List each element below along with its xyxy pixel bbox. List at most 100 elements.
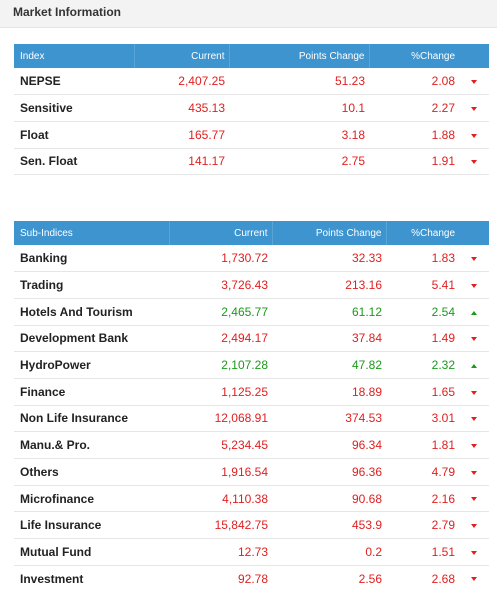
table-row[interactable]: Mutual Fund 12.73 0.2 1.51: [14, 538, 489, 566]
row-arrow-cell: [459, 565, 489, 589]
row-name[interactable]: Trading: [14, 271, 169, 299]
row-name[interactable]: Float: [14, 121, 134, 149]
row-points-change: 3.18: [229, 121, 369, 149]
index-table: Index Current Points Change %Change NEPS…: [14, 44, 489, 176]
table-row[interactable]: Manu.& Pro. 5,234.45 96.34 1.81: [14, 431, 489, 459]
row-current: 5,234.45: [169, 431, 272, 459]
row-pct-change: 2.08: [369, 68, 459, 96]
caret-down-icon: [471, 283, 477, 288]
caret-down-icon: [471, 106, 477, 111]
row-current: 2,107.28: [169, 351, 272, 379]
row-points-change: 96.34: [272, 431, 386, 459]
caret-down-icon: [471, 443, 477, 448]
row-pct-change: 2.68: [386, 565, 459, 589]
row-arrow-cell: [459, 458, 489, 486]
row-name[interactable]: Investment: [14, 565, 169, 589]
row-name[interactable]: Hotels And Tourism: [14, 298, 169, 326]
row-points-change: 0.2: [272, 538, 386, 566]
table-row[interactable]: Sensitive 435.13 10.1 2.27: [14, 94, 489, 122]
row-points-change: 51.23: [229, 68, 369, 96]
row-current: 141.17: [134, 148, 229, 176]
page-title: Market Information: [13, 5, 122, 19]
col-header-current: Current: [168, 221, 272, 245]
table-row[interactable]: Non Life Insurance 12,068.91 374.53 3.01: [14, 405, 489, 433]
caret-down-icon: [471, 417, 477, 422]
row-points-change: 37.84: [272, 325, 386, 353]
caret-down-icon: [471, 550, 477, 555]
row-name[interactable]: Development Bank: [14, 325, 169, 353]
market-info-header: Market Information: [0, 0, 497, 28]
row-arrow-cell: [459, 245, 489, 273]
row-pct-change: 1.49: [386, 325, 459, 353]
row-points-change: 213.16: [272, 271, 386, 299]
row-arrow-cell: [459, 68, 489, 96]
row-current: 12.73: [169, 538, 272, 566]
row-name[interactable]: Others: [14, 458, 169, 486]
table-row[interactable]: NEPSE 2,407.25 51.23 2.08: [14, 68, 489, 96]
row-points-change: 453.9: [272, 511, 386, 540]
table-row[interactable]: Microfinance 4,110.38 90.68 2.16: [14, 485, 489, 513]
row-arrow-cell: [459, 431, 489, 459]
row-name[interactable]: Sen. Float: [14, 148, 134, 176]
caret-down-icon: [471, 160, 477, 165]
row-pct-change: 2.32: [386, 351, 459, 379]
caret-down-icon: [471, 470, 477, 475]
row-arrow-cell: [459, 378, 489, 406]
caret-down-icon: [471, 337, 477, 342]
col-header-arrow: [459, 221, 489, 245]
row-arrow-cell: [459, 94, 489, 122]
row-points-change: 18.89: [272, 378, 386, 406]
table-row[interactable]: Investment 92.78 2.56 2.68: [14, 565, 489, 589]
row-current: 2,407.25: [134, 68, 229, 96]
col-header-points-change: Points Change: [271, 221, 386, 245]
caret-down-icon: [471, 79, 477, 84]
row-name[interactable]: Non Life Insurance: [14, 405, 169, 433]
caret-down-icon: [471, 390, 477, 395]
col-header-pct-change: %Change: [385, 221, 459, 245]
row-arrow-cell: [459, 298, 489, 326]
row-arrow-cell: [459, 485, 489, 513]
table-row[interactable]: Hotels And Tourism 2,465.77 61.12 2.54: [14, 298, 489, 326]
row-pct-change: 4.79: [386, 458, 459, 486]
row-pct-change: 1.51: [386, 538, 459, 566]
row-name[interactable]: Life Insurance: [14, 511, 169, 540]
row-name[interactable]: Mutual Fund: [14, 538, 169, 566]
caret-down-icon: [471, 133, 477, 138]
table-row[interactable]: Others 1,916.54 96.36 4.79: [14, 458, 489, 486]
row-points-change: 47.82: [272, 351, 386, 379]
row-arrow-cell: [459, 121, 489, 149]
row-current: 92.78: [169, 565, 272, 589]
row-name[interactable]: Manu.& Pro.: [14, 431, 169, 459]
caret-down-icon: [471, 256, 477, 261]
row-current: 2,465.77: [169, 298, 272, 326]
row-pct-change: 1.88: [369, 121, 459, 149]
row-name[interactable]: Banking: [14, 245, 169, 273]
row-current: 1,730.72: [169, 245, 272, 273]
table-row[interactable]: Sen. Float 141.17 2.75 1.91: [14, 148, 489, 176]
row-current: 4,110.38: [169, 485, 272, 513]
row-name[interactable]: NEPSE: [14, 68, 134, 96]
row-arrow-cell: [459, 405, 489, 433]
row-name[interactable]: Microfinance: [14, 485, 169, 513]
row-name[interactable]: Sensitive: [14, 94, 134, 122]
table-row[interactable]: Trading 3,726.43 213.16 5.41: [14, 271, 489, 299]
row-current: 15,842.75: [169, 511, 272, 540]
row-arrow-cell: [459, 351, 489, 379]
row-current: 1,125.25: [169, 378, 272, 406]
table-row[interactable]: Development Bank 2,494.17 37.84 1.49: [14, 325, 489, 353]
row-name[interactable]: HydroPower: [14, 351, 169, 379]
table-row[interactable]: Float 165.77 3.18 1.88: [14, 121, 489, 149]
col-header-arrow: [459, 44, 489, 68]
table-row[interactable]: Life Insurance 15,842.75 453.9 2.79: [14, 511, 489, 540]
row-pct-change: 1.65: [386, 378, 459, 406]
table-row[interactable]: Finance 1,125.25 18.89 1.65: [14, 378, 489, 406]
row-arrow-cell: [459, 538, 489, 566]
row-pct-change: 2.79: [386, 511, 459, 540]
table-row[interactable]: HydroPower 2,107.28 47.82 2.32: [14, 351, 489, 379]
row-points-change: 2.56: [272, 565, 386, 589]
row-name[interactable]: Finance: [14, 378, 169, 406]
table-row[interactable]: Banking 1,730.72 32.33 1.83: [14, 245, 489, 273]
caret-up-icon: [471, 363, 477, 368]
col-header-index: Index: [14, 44, 134, 68]
row-current: 1,916.54: [169, 458, 272, 486]
